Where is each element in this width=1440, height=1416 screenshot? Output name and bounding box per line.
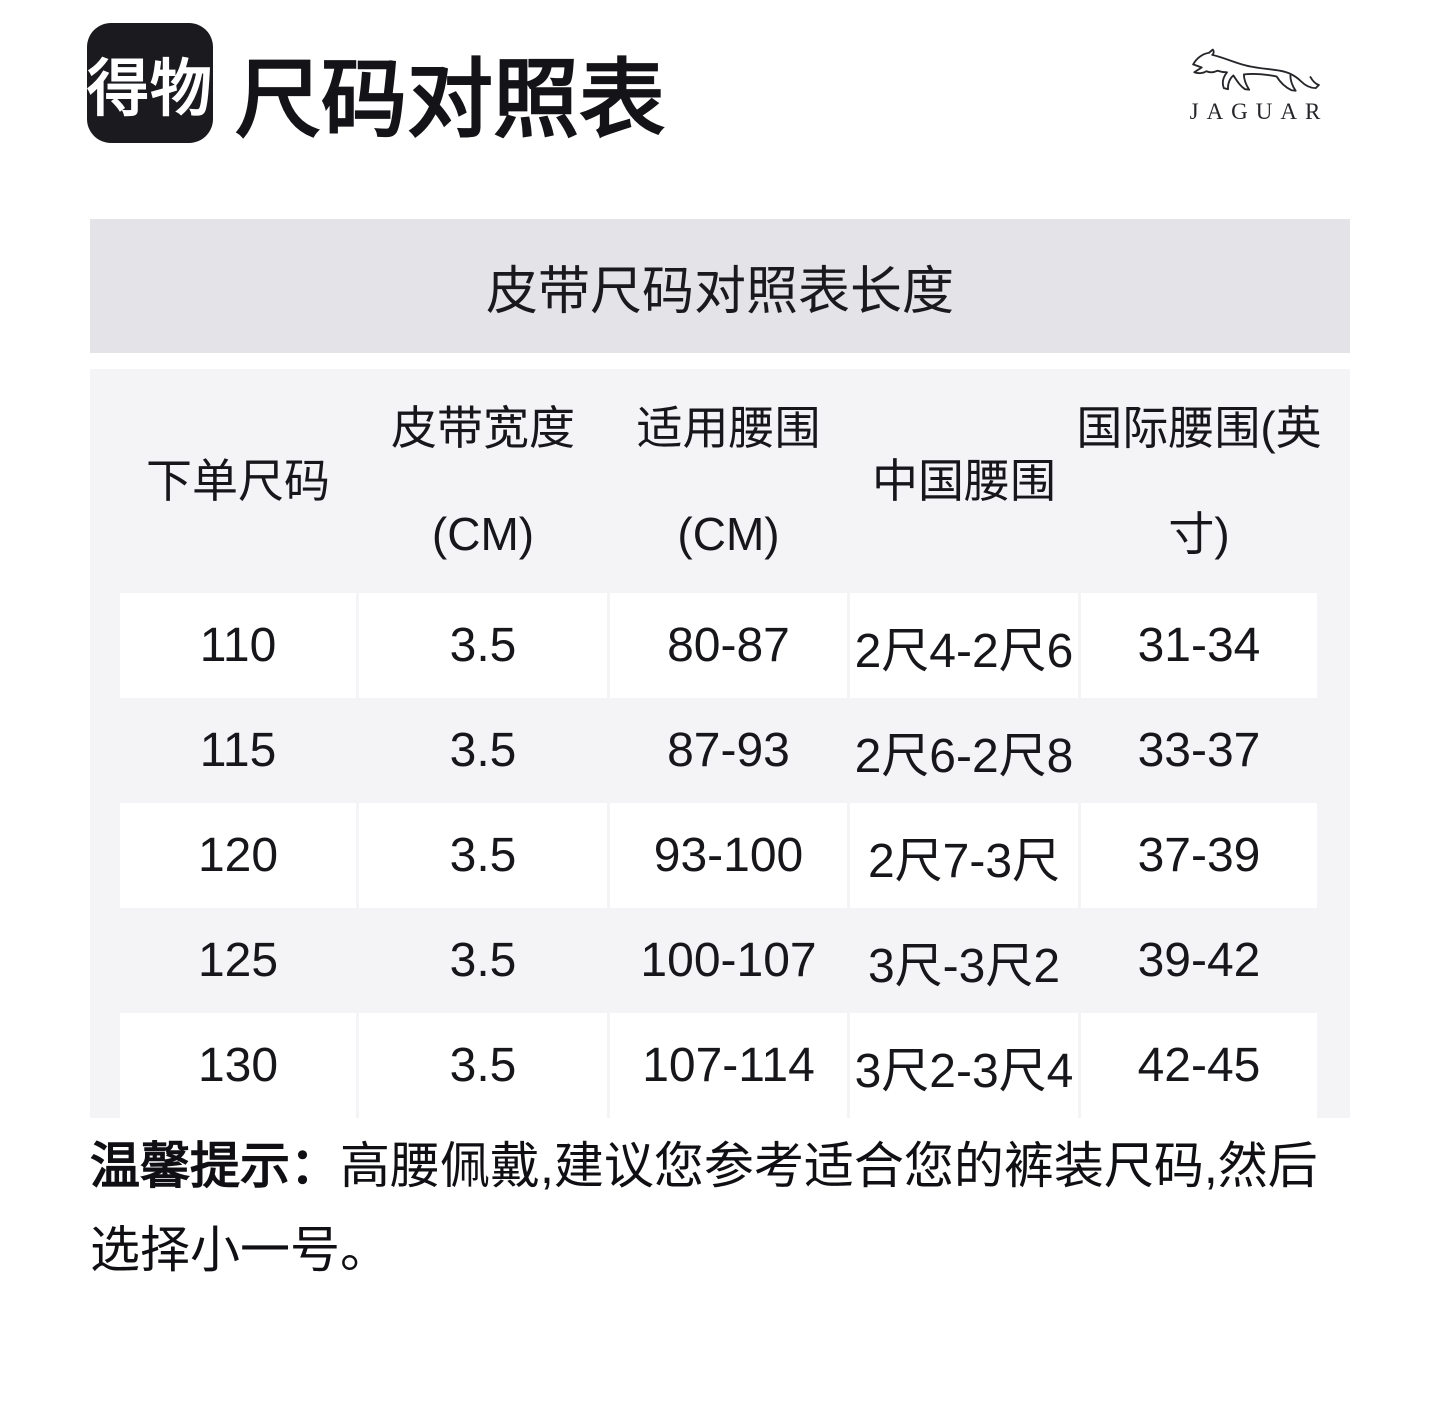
table-cell: 120 <box>120 803 356 908</box>
header-cell-order-size: 下单尺码 <box>146 455 330 507</box>
table-cell: 110 <box>120 593 356 698</box>
table-cell: 3.5 <box>359 593 607 698</box>
table-row: 125 3.5 100-107 3尺-3尺2 39-42 <box>120 908 1317 1013</box>
table-row: 130 3.5 107-114 3尺2-3尺4 42-45 <box>120 1013 1317 1118</box>
table-cell: 37-39 <box>1081 803 1317 908</box>
table-cell: 115 <box>199 724 277 777</box>
table-cell: 3.5 <box>449 724 517 777</box>
header-cell-fit-waist: 适用腰围 (CM) <box>636 402 821 560</box>
table-cell: 39-42 <box>1137 934 1261 987</box>
table-cell: 130 <box>120 1013 356 1118</box>
banner-title: 皮带尺码对照表长度 <box>485 262 954 321</box>
table-cell: 125 <box>197 934 279 987</box>
banner: 皮带尺码对照表长度 <box>90 219 1350 353</box>
table-cell: 80-87 <box>610 593 847 698</box>
table-cell: 3尺2-3尺4 <box>850 1013 1078 1118</box>
table-row: 115 3.5 87-93 2尺6-2尺8 33-37 <box>120 698 1317 803</box>
table-cell: 3.5 <box>359 803 607 908</box>
header-cell-intl-waist: 国际腰围(英 寸) <box>1076 402 1322 560</box>
page-header: 得物 尺码对照表 JAGUAR <box>0 0 1440 143</box>
dewu-logo-text: 得物 <box>87 55 214 124</box>
note-prefix: 温馨提示： <box>90 1138 340 1194</box>
table-cell: 93-100 <box>610 803 847 908</box>
header-cell-china-waist: 中国腰围 <box>872 455 1056 507</box>
table-cell: 31-34 <box>1081 593 1317 698</box>
size-table: 下单尺码 皮带宽度 (CM) 适用腰围 (CM) 中国腰围 国际腰围(英 寸) … <box>90 369 1350 1118</box>
jaguar-wordmark: JAGUAR <box>1189 99 1329 124</box>
table-cell: 2尺6-2尺8 <box>854 729 1074 783</box>
table-row: 120 3.5 93-100 2尺7-3尺 37-39 <box>120 803 1317 908</box>
page-title: 尺码对照表 <box>235 52 665 148</box>
table-cell: 100-107 <box>640 934 817 987</box>
table-row: 110 3.5 80-87 2尺4-2尺6 31-34 <box>120 593 1317 698</box>
header-cell-belt-width: 皮带宽度 (CM) <box>391 402 575 560</box>
jaguar-logo: JAGUAR <box>1180 38 1330 125</box>
dewu-logo: 得物 <box>87 23 213 143</box>
table-cell: 87-93 <box>667 724 790 777</box>
table-cell: 3.5 <box>449 934 517 987</box>
table-cell: 3尺-3尺2 <box>867 939 1061 993</box>
table-header-row: 下单尺码 皮带宽度 (CM) 适用腰围 (CM) 中国腰围 国际腰围(英 寸) <box>120 369 1322 593</box>
table-cell: 2尺4-2尺6 <box>850 593 1078 698</box>
table-cell: 107-114 <box>610 1013 847 1118</box>
note-text: 高腰佩戴,建议您参考适合您的裤装尺码,然后选择小一号。 <box>90 1138 1318 1278</box>
table-cell: 3.5 <box>359 1013 607 1118</box>
table-cell: 42-45 <box>1081 1013 1317 1118</box>
note: 温馨提示：高腰佩戴,建议您参考适合您的裤装尺码,然后选择小一号。 <box>90 1124 1350 1292</box>
jaguar-leaper-icon <box>1192 48 1320 92</box>
table-cell: 33-37 <box>1137 724 1261 777</box>
table-cell: 2尺7-3尺 <box>850 803 1078 908</box>
